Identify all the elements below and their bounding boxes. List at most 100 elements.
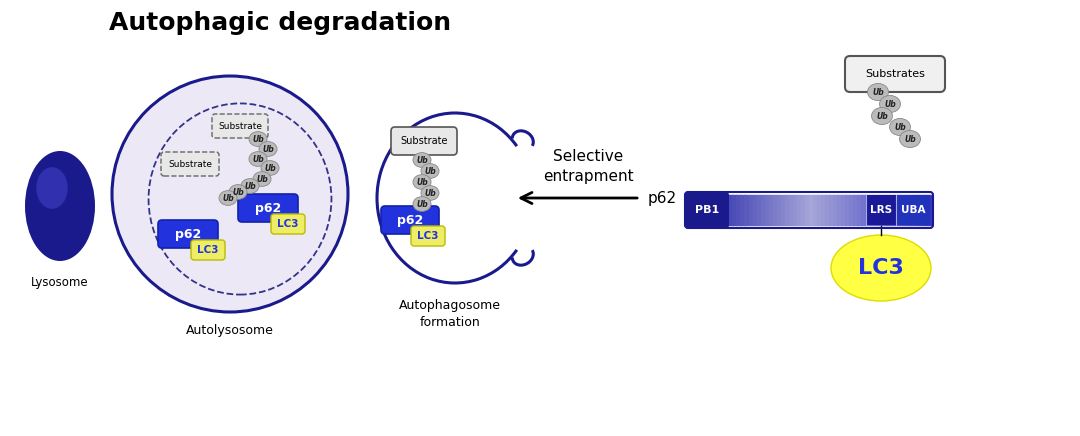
Text: Ub: Ub bbox=[252, 154, 264, 164]
Bar bbox=[725, 195, 729, 225]
Bar bbox=[829, 195, 834, 225]
Text: Ub: Ub bbox=[885, 99, 896, 109]
Bar bbox=[894, 195, 899, 225]
Ellipse shape bbox=[421, 164, 438, 178]
Bar bbox=[813, 195, 818, 225]
Bar bbox=[896, 195, 930, 225]
Bar bbox=[744, 195, 750, 225]
Bar bbox=[692, 195, 697, 225]
Text: Ub: Ub bbox=[424, 188, 436, 198]
Bar bbox=[869, 195, 874, 225]
Text: Ub: Ub bbox=[904, 134, 916, 143]
Text: Ub: Ub bbox=[265, 164, 275, 173]
Text: LRS: LRS bbox=[869, 205, 892, 215]
Ellipse shape bbox=[249, 152, 267, 167]
Bar bbox=[886, 195, 890, 225]
Bar bbox=[841, 195, 846, 225]
Bar bbox=[716, 195, 720, 225]
Bar bbox=[858, 195, 862, 225]
Bar bbox=[881, 195, 886, 225]
Bar bbox=[837, 195, 841, 225]
Bar bbox=[760, 195, 765, 225]
Bar bbox=[849, 195, 854, 225]
Ellipse shape bbox=[253, 172, 271, 186]
Text: Ub: Ub bbox=[873, 88, 883, 96]
Bar bbox=[741, 195, 745, 225]
FancyBboxPatch shape bbox=[158, 220, 218, 248]
Bar bbox=[914, 195, 918, 225]
FancyBboxPatch shape bbox=[411, 226, 445, 246]
Bar bbox=[897, 195, 902, 225]
Text: Ub: Ub bbox=[256, 174, 268, 184]
Ellipse shape bbox=[241, 179, 259, 194]
Text: Autophagosome
formation: Autophagosome formation bbox=[399, 299, 501, 329]
Bar bbox=[818, 195, 822, 225]
Bar bbox=[797, 195, 801, 225]
Bar bbox=[781, 195, 785, 225]
Text: Ub: Ub bbox=[232, 187, 244, 197]
Text: p62: p62 bbox=[396, 214, 423, 226]
Text: p62: p62 bbox=[255, 201, 281, 215]
Text: Selective: Selective bbox=[553, 149, 623, 164]
Bar bbox=[902, 195, 906, 225]
Ellipse shape bbox=[413, 197, 431, 211]
FancyBboxPatch shape bbox=[161, 152, 219, 176]
Bar bbox=[708, 195, 713, 225]
Ellipse shape bbox=[872, 107, 892, 125]
Bar bbox=[753, 195, 757, 225]
Bar bbox=[853, 195, 858, 225]
Text: LC3: LC3 bbox=[278, 219, 299, 229]
Bar bbox=[865, 195, 870, 225]
Bar bbox=[825, 195, 829, 225]
Bar bbox=[922, 195, 927, 225]
Bar bbox=[878, 195, 882, 225]
Text: Autolysosome: Autolysosome bbox=[186, 324, 274, 337]
Bar bbox=[688, 195, 692, 225]
Bar bbox=[918, 195, 922, 225]
Text: Ub: Ub bbox=[416, 200, 428, 208]
Bar bbox=[801, 195, 806, 225]
Text: LC3: LC3 bbox=[417, 231, 438, 241]
Bar bbox=[720, 195, 725, 225]
Bar bbox=[757, 195, 761, 225]
Ellipse shape bbox=[413, 175, 431, 189]
Bar bbox=[874, 195, 878, 225]
Bar bbox=[748, 195, 753, 225]
Bar bbox=[866, 195, 896, 225]
Bar bbox=[805, 195, 810, 225]
Ellipse shape bbox=[249, 132, 267, 146]
FancyBboxPatch shape bbox=[212, 114, 268, 138]
Ellipse shape bbox=[413, 153, 431, 167]
Text: PB1: PB1 bbox=[694, 205, 719, 215]
Text: Substrate: Substrate bbox=[401, 136, 448, 146]
Ellipse shape bbox=[890, 119, 910, 136]
Bar bbox=[712, 195, 717, 225]
Ellipse shape bbox=[879, 95, 901, 112]
Bar bbox=[909, 195, 915, 225]
Bar bbox=[821, 195, 825, 225]
Ellipse shape bbox=[229, 184, 247, 199]
Text: LC3: LC3 bbox=[859, 258, 904, 278]
Bar bbox=[846, 195, 850, 225]
Bar bbox=[728, 195, 733, 225]
Bar bbox=[785, 195, 789, 225]
Text: Ub: Ub bbox=[894, 123, 906, 132]
Text: p62: p62 bbox=[648, 191, 677, 205]
Bar bbox=[765, 195, 769, 225]
Bar bbox=[906, 195, 910, 225]
Text: Autophagic degradation: Autophagic degradation bbox=[109, 11, 451, 35]
Text: Lysosome: Lysosome bbox=[31, 276, 89, 289]
Bar bbox=[700, 195, 704, 225]
FancyBboxPatch shape bbox=[238, 194, 298, 222]
Ellipse shape bbox=[37, 167, 68, 209]
Text: Substrate: Substrate bbox=[168, 160, 212, 168]
Text: Ub: Ub bbox=[262, 144, 274, 153]
Bar bbox=[732, 195, 737, 225]
Bar bbox=[809, 195, 813, 225]
Bar bbox=[769, 195, 773, 225]
FancyBboxPatch shape bbox=[685, 192, 729, 228]
Text: Ub: Ub bbox=[416, 177, 428, 187]
Text: Ub: Ub bbox=[222, 194, 234, 202]
Ellipse shape bbox=[259, 142, 276, 157]
Bar bbox=[704, 195, 708, 225]
